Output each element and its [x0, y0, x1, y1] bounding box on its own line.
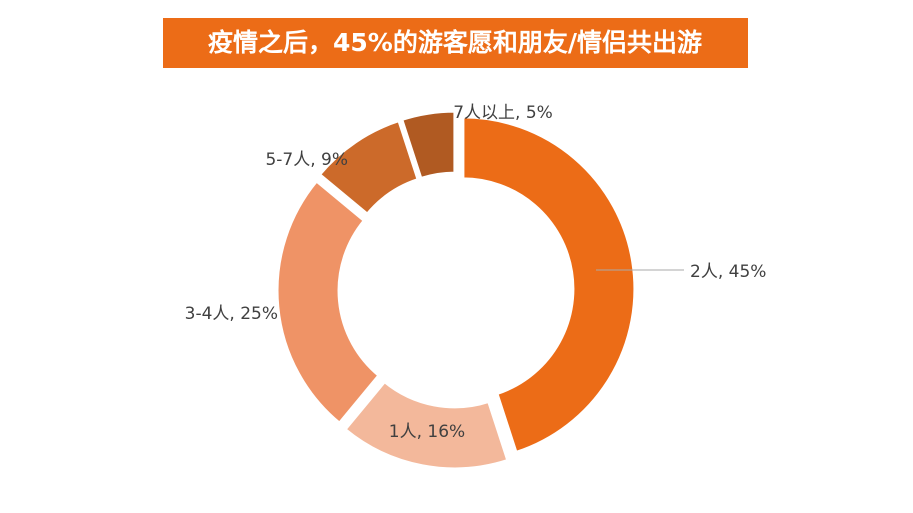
data-label: 7人以上, 5%: [453, 103, 553, 123]
donut-segment: [275, 178, 382, 426]
data-label: 5-7人, 9%: [265, 150, 348, 170]
data-label: 3-4人, 25%: [185, 304, 278, 324]
chart-title: 疫情之后，45%的游客愿和朋友/情侣共出游: [208, 28, 702, 57]
data-label: 1人, 16%: [389, 422, 465, 442]
donut-segment: [399, 109, 457, 181]
donut-segment: [342, 379, 510, 471]
data-label: 2人, 45%: [690, 262, 766, 282]
donut-segment: [317, 118, 420, 217]
title-banner: [163, 18, 748, 68]
donut-segment: [461, 115, 637, 455]
